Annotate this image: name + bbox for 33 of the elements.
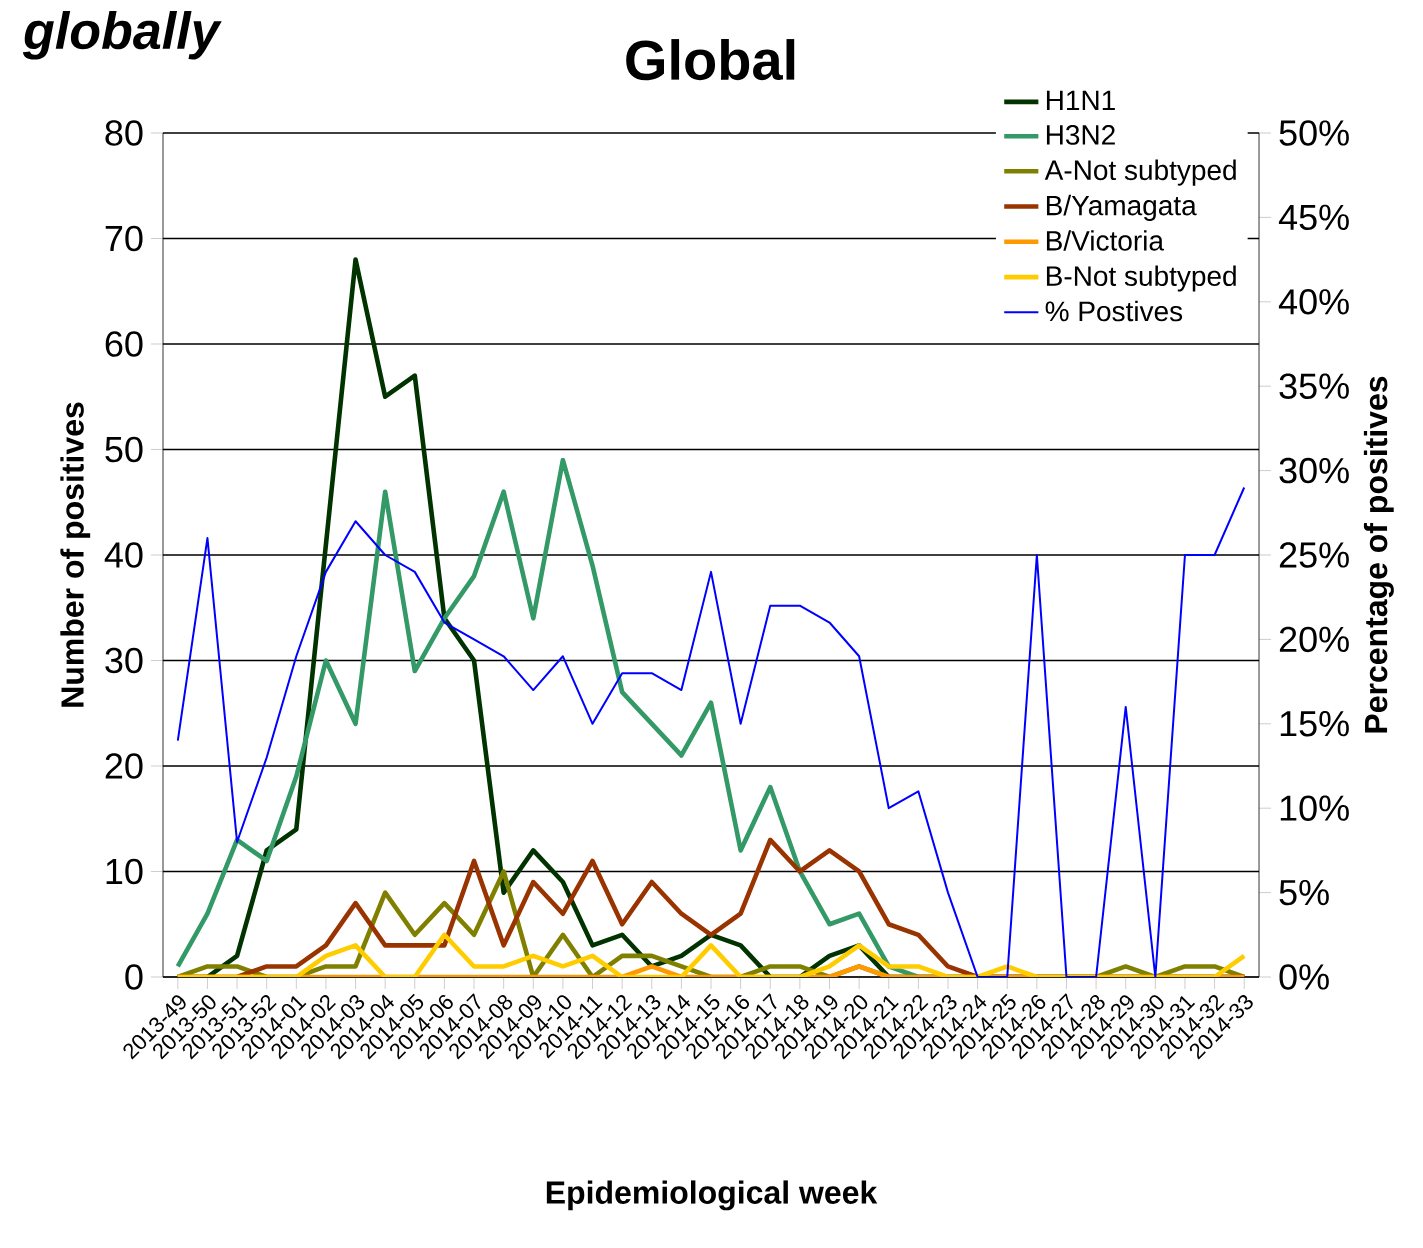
y-tick-label: 20 (105, 753, 143, 779)
y-axis-title: Number of positives (60, 402, 91, 707)
legend-label: B-Not subtyped (1046, 265, 1236, 292)
legend-label: B/Victoria (1046, 230, 1164, 251)
y2-axis-title: Percentage of positives (1363, 376, 1394, 733)
legend-label: A-Not subtyped (1044, 159, 1236, 186)
legend-label: % Postives (1045, 300, 1183, 322)
y2-tick-label: 45% (1278, 204, 1349, 231)
line-series (176, 486, 1246, 977)
y2-tick-label: 40% (1278, 289, 1349, 315)
y-tick-label: 40 (104, 542, 143, 568)
y2-tick-label: 5% (1279, 879, 1329, 906)
y-tick-label: 60 (105, 331, 143, 357)
y2-tick-label: 0% (1279, 964, 1329, 990)
y-tick-label: 70 (105, 225, 143, 252)
y2-tick-label: 50% (1279, 120, 1349, 146)
y2-tick-label: 20% (1279, 626, 1349, 653)
x-axis-title: Epidemiological week (546, 1180, 878, 1211)
legend-label: B/Yamagata (1046, 194, 1197, 221)
y-tick-label: 0 (125, 964, 143, 990)
y2-tick-label: 30% (1279, 457, 1349, 484)
y2-tick-label: 15% (1280, 711, 1349, 737)
y-tick-label: 50 (105, 436, 143, 463)
chart-title: Global (626, 39, 795, 81)
y-tick-label: 80 (105, 120, 143, 146)
y-tick-label: 10 (106, 858, 143, 885)
legend-label: H1N1 (1046, 90, 1115, 111)
legend-label: H3N2 (1046, 125, 1115, 145)
y2-tick-label: 25% (1279, 542, 1349, 568)
text: globally (22, 11, 222, 60)
y2-tick-label: 35% (1279, 373, 1349, 399)
y2-tick-label: 10% (1280, 795, 1349, 821)
y-tick-label: 30 (105, 647, 143, 674)
